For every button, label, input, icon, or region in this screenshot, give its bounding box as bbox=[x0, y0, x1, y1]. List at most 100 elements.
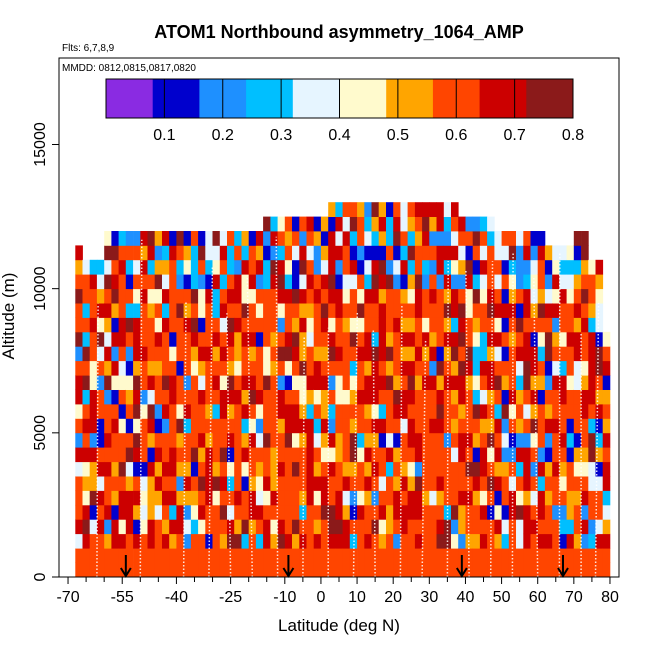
heatmap-cell bbox=[75, 404, 83, 419]
heatmap-cell bbox=[595, 274, 604, 290]
heatmap-cell bbox=[234, 432, 242, 448]
heatmap-cell bbox=[393, 490, 401, 506]
heatmap-cell bbox=[306, 216, 315, 232]
heatmap-cell bbox=[75, 375, 83, 390]
heatmap-cell bbox=[263, 447, 271, 463]
heatmap-cell bbox=[328, 346, 336, 362]
arrow-head bbox=[282, 567, 295, 578]
heatmap-cell bbox=[516, 490, 524, 506]
heatmap-cell bbox=[125, 404, 134, 419]
y-axis-label: Altitude (m) bbox=[0, 273, 18, 360]
heatmap-cell bbox=[292, 375, 300, 390]
heatmap-cell bbox=[227, 447, 235, 463]
heatmap-cell bbox=[501, 259, 510, 275]
heatmap-cell bbox=[96, 519, 105, 535]
heatmap-cell bbox=[508, 259, 517, 275]
heatmap-cell bbox=[581, 432, 589, 448]
heatmap-cell bbox=[147, 562, 156, 578]
heatmap-cell bbox=[451, 259, 459, 275]
colorbar-segment bbox=[526, 79, 574, 118]
heatmap-cell bbox=[407, 202, 416, 217]
heatmap-cell bbox=[82, 375, 91, 390]
heatmap-cell bbox=[393, 461, 401, 477]
heatmap-cell bbox=[284, 504, 293, 520]
heatmap-cell bbox=[270, 331, 278, 347]
heatmap-cell bbox=[530, 476, 539, 491]
heatmap-cell bbox=[559, 533, 567, 549]
heatmap-cell bbox=[111, 447, 119, 463]
heatmap-cell bbox=[566, 288, 575, 304]
heatmap-cell bbox=[96, 548, 105, 563]
heatmap-cell bbox=[320, 274, 329, 290]
heatmap-cell bbox=[516, 432, 524, 448]
heatmap-cell bbox=[183, 231, 192, 246]
heatmap-cell bbox=[89, 533, 98, 549]
heatmap-cell bbox=[357, 519, 365, 535]
heatmap-cell bbox=[82, 418, 91, 434]
heatmap-cell bbox=[125, 461, 134, 477]
heatmap-cell bbox=[270, 404, 278, 419]
heatmap-cell bbox=[602, 375, 611, 390]
heatmap-cell bbox=[414, 432, 423, 448]
heatmap-cell bbox=[183, 519, 192, 535]
heatmap-cell bbox=[436, 202, 445, 217]
heatmap-cell bbox=[400, 216, 408, 232]
heatmap-cell bbox=[349, 331, 358, 347]
heatmap-cell bbox=[349, 432, 358, 448]
heatmap-cell bbox=[422, 548, 430, 563]
heatmap-cell bbox=[248, 432, 257, 448]
heatmap-cell bbox=[212, 303, 221, 318]
heatmap-cell bbox=[306, 375, 315, 390]
heatmap-cell bbox=[219, 331, 228, 347]
heatmap-cell bbox=[205, 490, 213, 506]
heatmap-cell bbox=[393, 418, 401, 434]
flight-track bbox=[511, 253, 514, 578]
heatmap-cell bbox=[566, 404, 575, 419]
flight-track bbox=[96, 303, 99, 578]
heatmap-cell bbox=[140, 504, 148, 520]
heatmap-cell bbox=[508, 245, 517, 261]
heatmap-cell bbox=[516, 461, 524, 477]
heatmap-cell bbox=[270, 360, 278, 376]
heatmap-cell bbox=[357, 432, 365, 448]
heatmap-cell bbox=[364, 288, 372, 304]
heatmap-cell bbox=[465, 216, 474, 232]
heatmap-cell bbox=[212, 389, 221, 405]
heatmap-cell bbox=[465, 404, 474, 419]
heatmap-cell bbox=[277, 548, 286, 563]
heatmap-cell bbox=[82, 404, 91, 419]
heatmap-cell bbox=[451, 231, 459, 246]
heatmap-cell bbox=[508, 490, 517, 506]
heatmap-cell bbox=[349, 504, 358, 520]
heatmap-cell bbox=[277, 231, 286, 246]
heatmap-cell bbox=[573, 231, 582, 246]
heatmap-cell bbox=[255, 303, 264, 318]
heatmap-cell bbox=[255, 331, 264, 347]
heatmap-cell bbox=[270, 274, 278, 290]
heatmap-cell bbox=[133, 389, 141, 405]
heatmap-cell bbox=[248, 519, 257, 535]
heatmap-cell bbox=[212, 331, 221, 347]
heatmap-cell bbox=[176, 519, 184, 535]
heatmap-cell bbox=[436, 404, 445, 419]
heatmap-cell bbox=[357, 476, 365, 491]
heatmap-cell bbox=[104, 490, 112, 506]
heatmap-cell bbox=[400, 504, 408, 520]
heatmap-cell bbox=[241, 504, 250, 520]
heatmap-cell bbox=[205, 418, 213, 434]
heatmap-cell bbox=[255, 418, 264, 434]
heatmap-cell bbox=[516, 476, 524, 491]
heatmap-cell bbox=[393, 548, 401, 563]
heatmap-cell bbox=[544, 432, 553, 448]
heatmap-cell bbox=[544, 288, 553, 304]
heatmap-cell bbox=[537, 418, 546, 434]
heatmap-cell bbox=[386, 346, 394, 362]
heatmap-cell bbox=[277, 490, 286, 506]
heatmap-cell bbox=[458, 504, 466, 520]
heatmap-cell bbox=[234, 274, 242, 290]
heatmap-cell bbox=[335, 259, 343, 275]
heatmap-cell bbox=[255, 274, 264, 290]
heatmap-cell bbox=[407, 288, 416, 304]
heatmap-cell bbox=[125, 389, 134, 405]
heatmap-cell bbox=[552, 259, 560, 275]
